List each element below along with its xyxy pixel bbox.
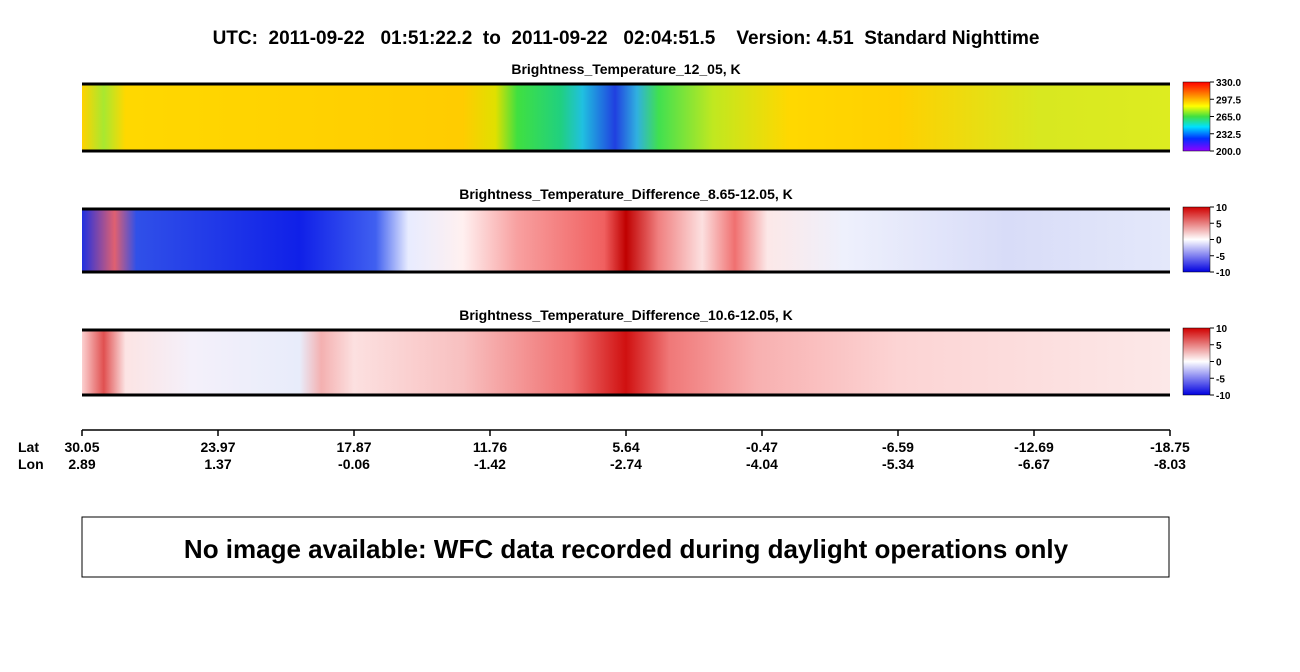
colorbar-label: 232.5 bbox=[1216, 130, 1241, 141]
heatmap bbox=[82, 330, 1170, 395]
lon-label: 1.37 bbox=[204, 456, 231, 472]
lat-label: 30.05 bbox=[64, 439, 99, 455]
lat-label: 17.87 bbox=[336, 439, 371, 455]
message: No image available: WFC data recorded du… bbox=[184, 534, 1069, 564]
colorbar bbox=[1182, 206, 1211, 273]
lat-label: -18.75 bbox=[1150, 439, 1190, 455]
lon-label: -4.04 bbox=[746, 456, 778, 472]
colorbar-label: 297.5 bbox=[1216, 95, 1241, 106]
panel-title: Brightness_Temperature_Difference_8.65-1… bbox=[459, 186, 793, 202]
colorbar-label: 0 bbox=[1216, 236, 1222, 247]
lat-label: 11.76 bbox=[473, 439, 507, 455]
colorbar-label: 265.0 bbox=[1216, 113, 1241, 124]
colorbar-label: -10 bbox=[1216, 268, 1231, 279]
panel-title: Brightness_Temperature_Difference_10.6-1… bbox=[459, 307, 793, 323]
colorbar-label: -10 bbox=[1216, 391, 1231, 402]
colorbar-label: 200.0 bbox=[1216, 147, 1241, 158]
colorbar-label: 5 bbox=[1216, 219, 1222, 230]
colorbar-label: 10 bbox=[1216, 203, 1228, 214]
colorbar-label: -5 bbox=[1216, 374, 1225, 385]
heatmap bbox=[82, 84, 1170, 151]
lon-label: -6.67 bbox=[1018, 456, 1050, 472]
lon-label: -1.42 bbox=[474, 456, 506, 472]
colorbar bbox=[1182, 81, 1211, 152]
heatmap bbox=[82, 209, 1170, 272]
colorbar bbox=[1182, 327, 1211, 396]
colorbar-label: 5 bbox=[1216, 341, 1222, 352]
lon-label: -8.03 bbox=[1154, 456, 1186, 472]
colorbar-label: -5 bbox=[1216, 252, 1225, 263]
title: UTC: 2011-09-22 01:51:22.2 to 2011-09-22… bbox=[213, 28, 1040, 49]
lat-label: -12.69 bbox=[1014, 439, 1054, 455]
message-box bbox=[81, 516, 1170, 578]
lon-label: -2.74 bbox=[610, 456, 642, 472]
colorbar-label: 10 bbox=[1216, 324, 1228, 335]
colorbar-label: 330.0 bbox=[1216, 78, 1241, 89]
lat-label: 23.97 bbox=[200, 439, 235, 455]
lon-label: 2.89 bbox=[68, 456, 95, 472]
lat-label: 5.64 bbox=[612, 439, 639, 455]
lon-title: Lon bbox=[18, 456, 44, 472]
lat-label: -0.47 bbox=[746, 439, 778, 455]
lon-label: -5.34 bbox=[882, 456, 914, 472]
lat-title: Lat bbox=[18, 439, 39, 455]
lat-label: -6.59 bbox=[882, 439, 914, 455]
colorbar-label: 0 bbox=[1216, 358, 1222, 369]
panel-title: Brightness_Temperature_12_05, K bbox=[511, 61, 740, 77]
lon-label: -0.06 bbox=[338, 456, 370, 472]
